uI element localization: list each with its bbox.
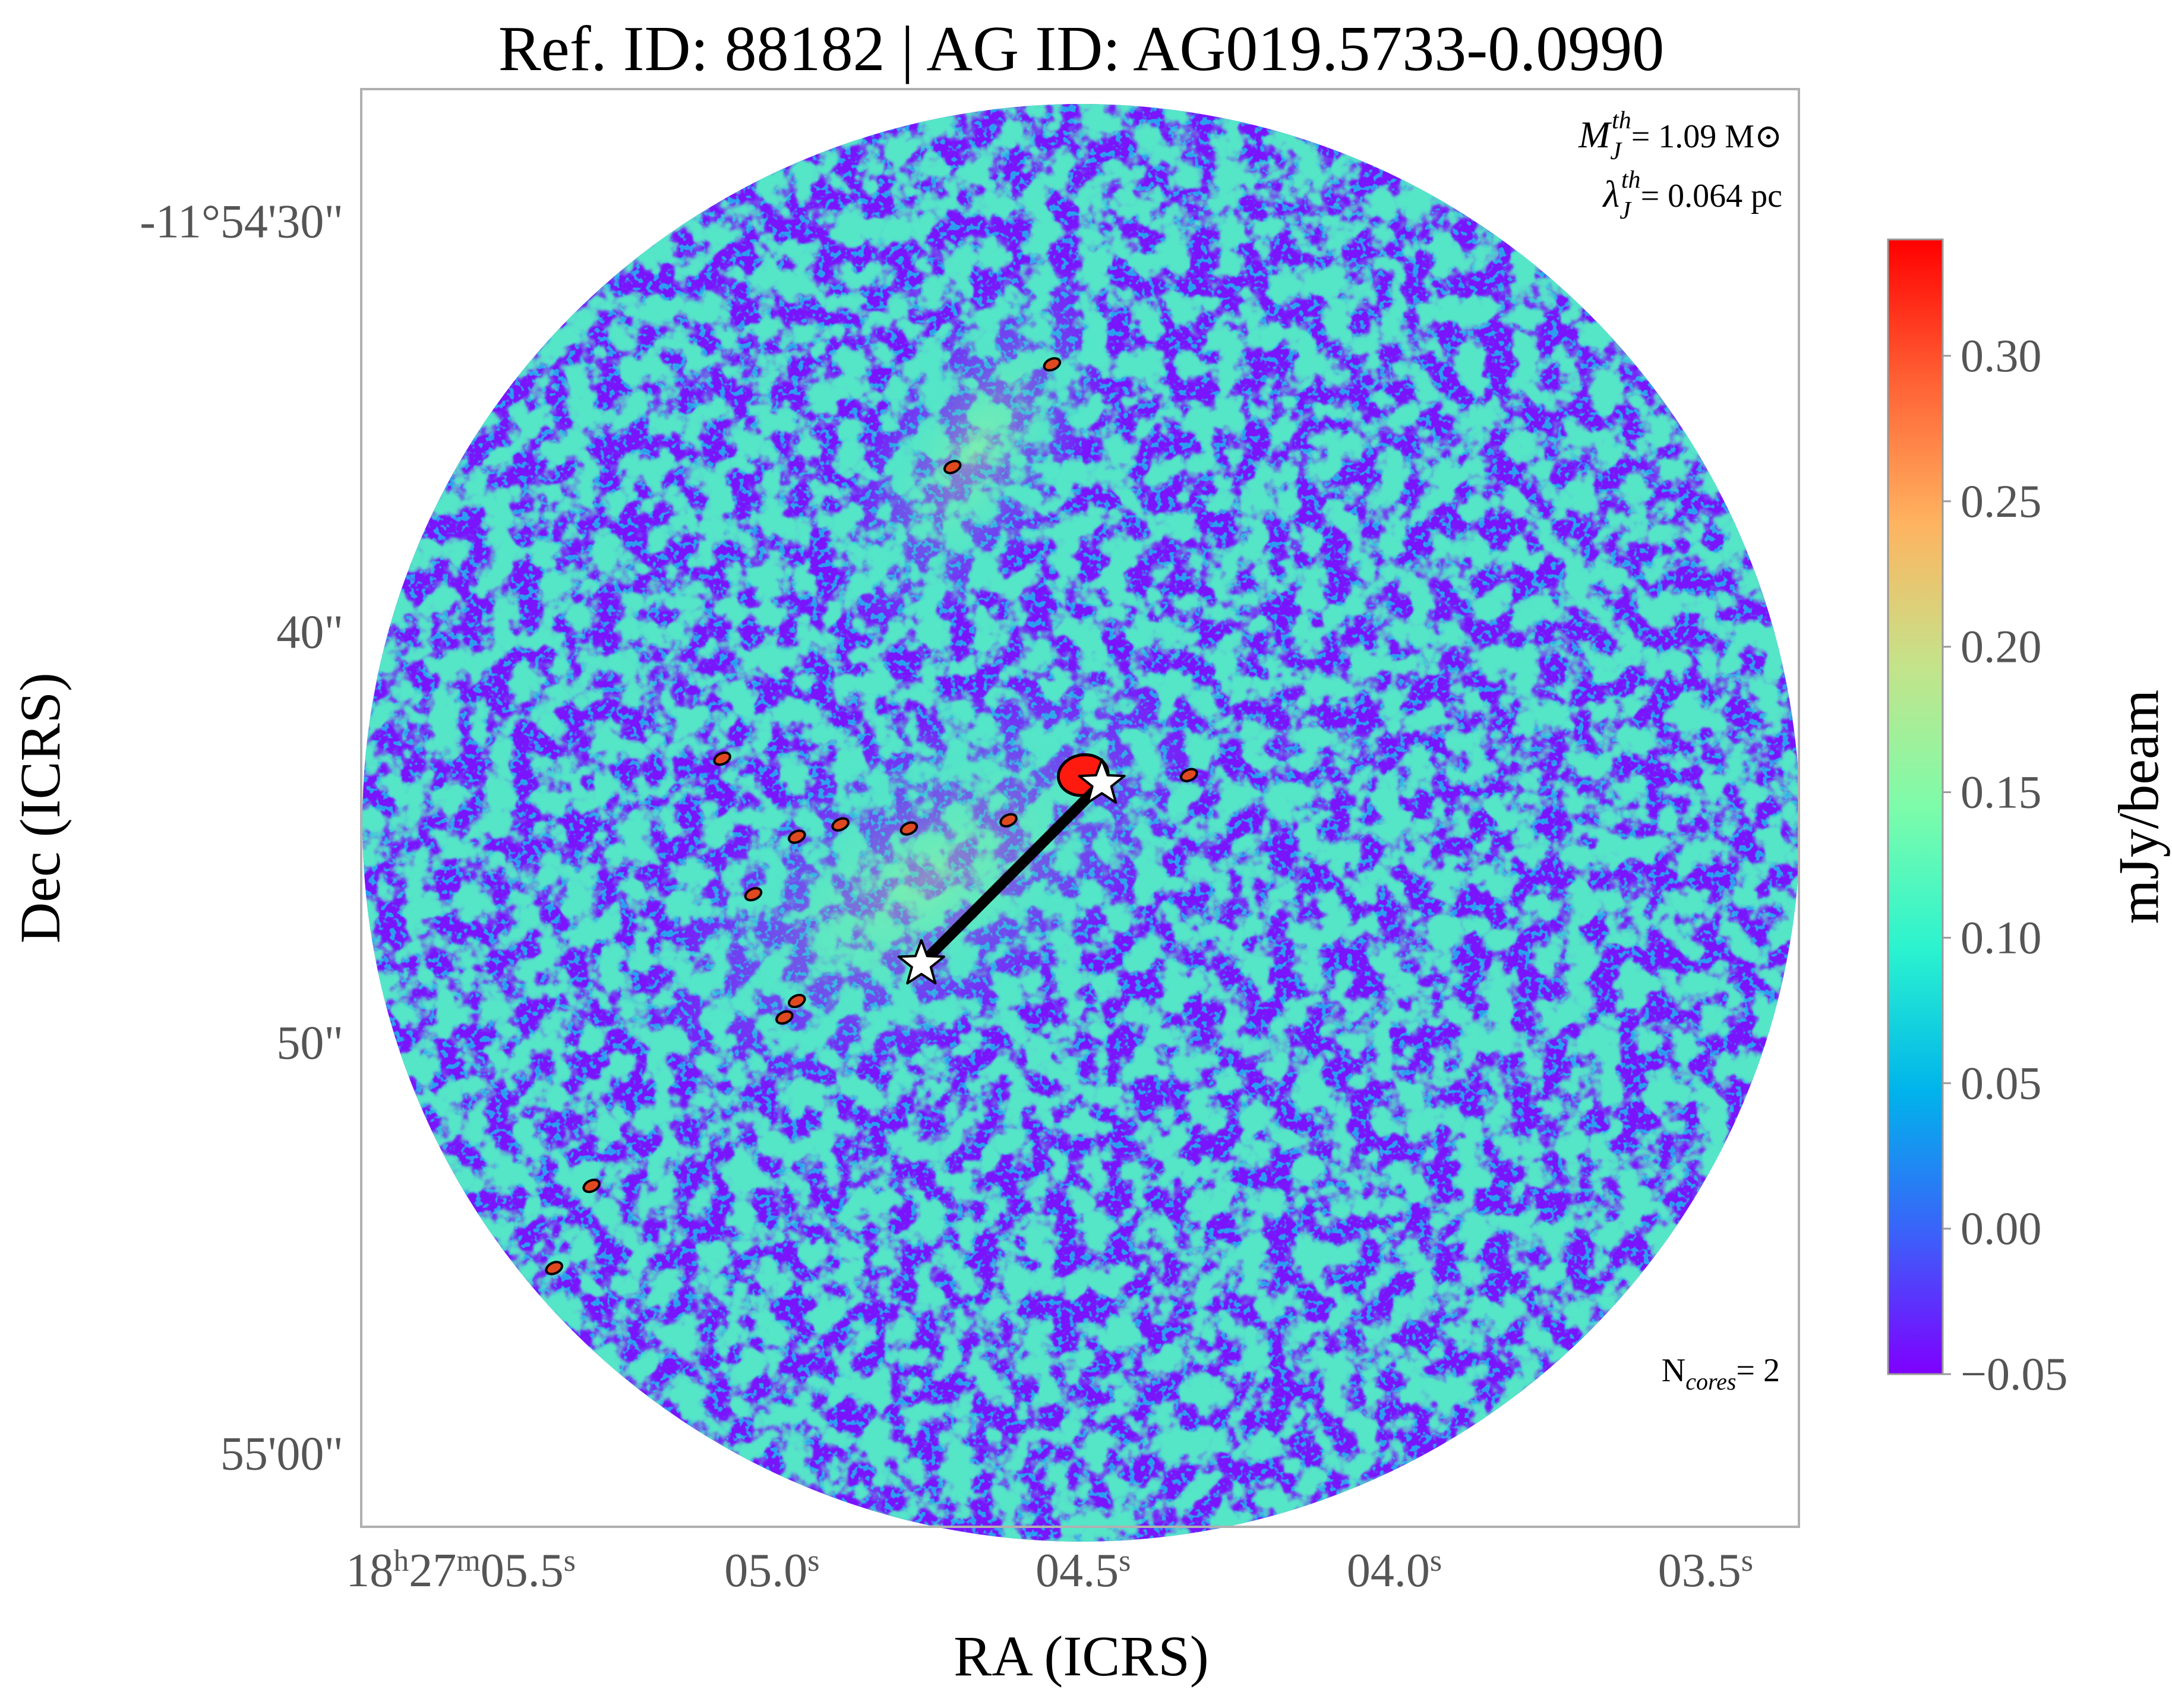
x-tick-label: 03.5s [1658, 1544, 1753, 1597]
colorbar [1887, 238, 1944, 1375]
x-axis-label: RA (ICRS) [954, 1624, 1208, 1688]
jeans-mass-annotation: MJth= 1.09 M⊙ [1578, 107, 1782, 165]
x-tick-unit: m [456, 1544, 480, 1578]
jeans-length-value: = 0.064 pc [1641, 178, 1782, 214]
x-tick-label: 05.0s [724, 1544, 819, 1597]
contoured-source [788, 829, 806, 844]
x-tick-label: 04.0s [1347, 1544, 1442, 1597]
axes-frame [360, 88, 1800, 1528]
colorbar-label: mJy/beam [2107, 690, 2170, 924]
colorbar-ticks: 0.30 0.25 0.20 0.15 0.10 0.05 0.00 −0.05 [1943, 330, 2068, 1400]
contoured-source [744, 887, 763, 902]
mst-edge [915, 778, 1107, 970]
x-tick-value: 18 [346, 1545, 393, 1597]
contoured-source [775, 1010, 794, 1025]
y-tick-label: -11°54'30" [140, 195, 343, 248]
x-tick-labels: 18h27m05.5s 05.0s 04.5s 04.0s 03.5s [346, 1544, 1753, 1597]
ncores-value: = 2 [1736, 1352, 1780, 1389]
jeans-mass-sup: th [1612, 107, 1631, 134]
x-tick-value: 04.5 [1036, 1545, 1119, 1597]
y-tick-label: 50" [276, 1017, 343, 1069]
contoured-source [1043, 357, 1062, 372]
core-layer [897, 758, 1126, 985]
y-tick-label: 40" [276, 607, 343, 659]
colorbar-tick-label: 0.05 [1961, 1057, 2042, 1109]
contoured-source [713, 751, 731, 766]
colorbar-tick-label: 0.00 [1961, 1202, 2042, 1254]
contoured-source [582, 1179, 601, 1194]
x-tick-value: 04.0 [1347, 1545, 1430, 1597]
emission-map [362, 104, 1800, 1542]
colorbar-tick-label: 0.30 [1961, 330, 2042, 381]
y-tick-label: 55'00" [220, 1428, 343, 1480]
contoured-source [999, 813, 1018, 828]
jeans-length-sup: th [1621, 166, 1641, 194]
x-tick-label: 18h27m05.5s [346, 1544, 576, 1597]
colorbar-tick-label: −0.05 [1961, 1348, 2068, 1400]
ncores-annotation: Ncores= 2 [1662, 1352, 1780, 1395]
jeans-length-symbol: λ [1602, 173, 1620, 215]
x-tick-unit: s [807, 1544, 819, 1578]
x-tick-value: 03.5 [1658, 1545, 1741, 1597]
x-tick-value: 05.0 [724, 1545, 807, 1597]
x-tick-unit: s [564, 1544, 576, 1578]
core-star-marker [897, 939, 945, 985]
x-tick-unit: h [393, 1544, 409, 1578]
contoured-source [831, 817, 850, 832]
contoured-source [545, 1261, 564, 1276]
y-tick-labels: -11°54'30" 40" 50" 55'00" [140, 195, 343, 1480]
x-tick-label: 04.5s [1036, 1544, 1131, 1597]
x-tick-unit: s [1430, 1544, 1442, 1578]
core-star-marker [1078, 758, 1126, 804]
contoured-source [788, 993, 806, 1009]
jeans-length-annotation: λJth= 0.064 pc [1602, 166, 1782, 225]
contoured-source [899, 821, 918, 836]
jeans-mass-symbol: M [1578, 113, 1612, 156]
jeans-mass-value: = 1.09 M⊙ [1631, 118, 1782, 155]
ncores-symbol: N [1662, 1352, 1685, 1389]
jeans-length-sub: J [1619, 197, 1632, 225]
contoured-source [943, 460, 962, 475]
x-tick-value: 05.5 [481, 1545, 564, 1597]
y-axis-label: Dec (ICRS) [8, 673, 72, 943]
colorbar-tick-label: 0.25 [1961, 475, 2042, 527]
mst-layer [915, 778, 1107, 970]
x-tick-value: 27 [409, 1545, 456, 1597]
ncores-sub: cores [1685, 1368, 1736, 1395]
jeans-mass-sub: J [1610, 138, 1622, 165]
colorbar-tick-label: 0.10 [1961, 911, 2042, 963]
x-tick-unit: s [1119, 1544, 1131, 1578]
chart-title: Ref. ID: 88182 | AG ID: AG019.5733-0.099… [498, 14, 1665, 84]
colorbar-tick-label: 0.20 [1961, 621, 2042, 673]
contoured-source [1180, 768, 1198, 782]
x-tick-unit: s [1741, 1544, 1753, 1578]
diffuse-filament-north [836, 259, 1113, 644]
colorbar-tick-label: 0.15 [1961, 766, 2042, 818]
